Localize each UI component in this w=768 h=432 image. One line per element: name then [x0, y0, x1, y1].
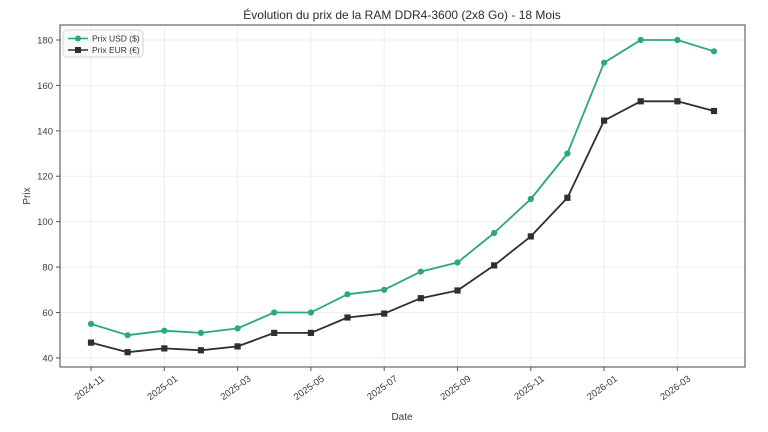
data-point-eur — [124, 349, 131, 356]
data-point-usd — [124, 332, 131, 339]
data-point-usd — [564, 150, 571, 157]
data-point-usd — [527, 195, 534, 203]
y-tick-label: 180 — [37, 35, 53, 46]
x-tick-label: 2025-09 — [439, 374, 474, 403]
series-line-eur — [90, 100, 715, 354]
data-point-eur — [637, 98, 644, 105]
data-point-eur — [601, 117, 608, 124]
y-tick-label: 100 — [37, 217, 53, 228]
x-tick-label: 2025-01 — [145, 374, 180, 403]
chart-title: Évolution du prix de la RAM DDR4-3600 (2… — [243, 7, 560, 22]
legend: Prix USD ($)Prix EUR (€) — [62, 29, 144, 58]
y-tick-label: 140 — [37, 126, 53, 137]
data-point-usd — [381, 286, 388, 293]
data-point-usd — [234, 325, 241, 332]
x-axis-label: Date — [391, 412, 413, 423]
x-tick-label: 2026-01 — [585, 374, 620, 403]
data-point-eur — [234, 343, 241, 350]
y-tick-label: 160 — [37, 81, 53, 92]
data-point-usd — [271, 309, 278, 316]
data-point-usd — [710, 48, 718, 55]
y-tick-label: 40 — [42, 353, 53, 364]
x-tick-label: 2025-05 — [292, 374, 327, 403]
x-tick-label: 2025-03 — [219, 374, 254, 403]
data-point-eur — [454, 287, 461, 294]
data-point-usd — [674, 36, 681, 44]
data-point-eur — [197, 347, 204, 354]
x-tick-label: 2025-11 — [512, 374, 546, 403]
data-point-eur — [381, 310, 388, 317]
y-tick-label: 120 — [37, 172, 53, 183]
data-point-eur — [344, 314, 351, 321]
legend-label-eur: Prix EUR (€) — [92, 45, 140, 55]
x-tick-label: 2024-11 — [73, 374, 107, 403]
data-point-usd — [344, 291, 351, 298]
legend-label-usd: Prix USD ($) — [92, 34, 140, 44]
data-point-usd — [87, 320, 95, 327]
data-point-usd — [601, 59, 608, 66]
data-point-eur — [87, 339, 95, 346]
data-point-eur — [271, 329, 278, 336]
data-point-usd — [161, 327, 168, 334]
y-tick-label: 80 — [42, 263, 53, 274]
data-point-eur — [417, 295, 424, 302]
series-line-usd — [90, 39, 715, 337]
data-point-eur — [161, 345, 168, 352]
plot-area — [60, 25, 745, 367]
data-point-usd — [637, 36, 644, 44]
data-point-eur — [491, 262, 498, 269]
data-point-usd — [417, 268, 424, 275]
y-tick-label: 60 — [42, 308, 53, 319]
x-tick-label: 2026-03 — [658, 374, 693, 403]
data-point-usd — [491, 229, 498, 237]
data-point-eur — [527, 233, 534, 240]
chart-generated-layer: 40 60 80 100 120 140 160 180 2024-11 2025-01 2025-… — [37, 24, 746, 403]
data-point-usd — [197, 329, 204, 336]
data-point-eur — [307, 329, 314, 336]
legend-marker-eur — [75, 47, 81, 53]
legend-marker-usd — [75, 35, 81, 42]
x-tick-label: 2025-07 — [365, 374, 400, 403]
y-axis-label: Prix — [22, 187, 33, 204]
data-point-eur — [710, 107, 718, 115]
data-point-usd — [454, 259, 461, 266]
data-point-usd — [307, 309, 314, 316]
plot-border — [59, 24, 746, 368]
data-point-eur — [674, 98, 681, 105]
data-point-eur — [564, 194, 571, 201]
